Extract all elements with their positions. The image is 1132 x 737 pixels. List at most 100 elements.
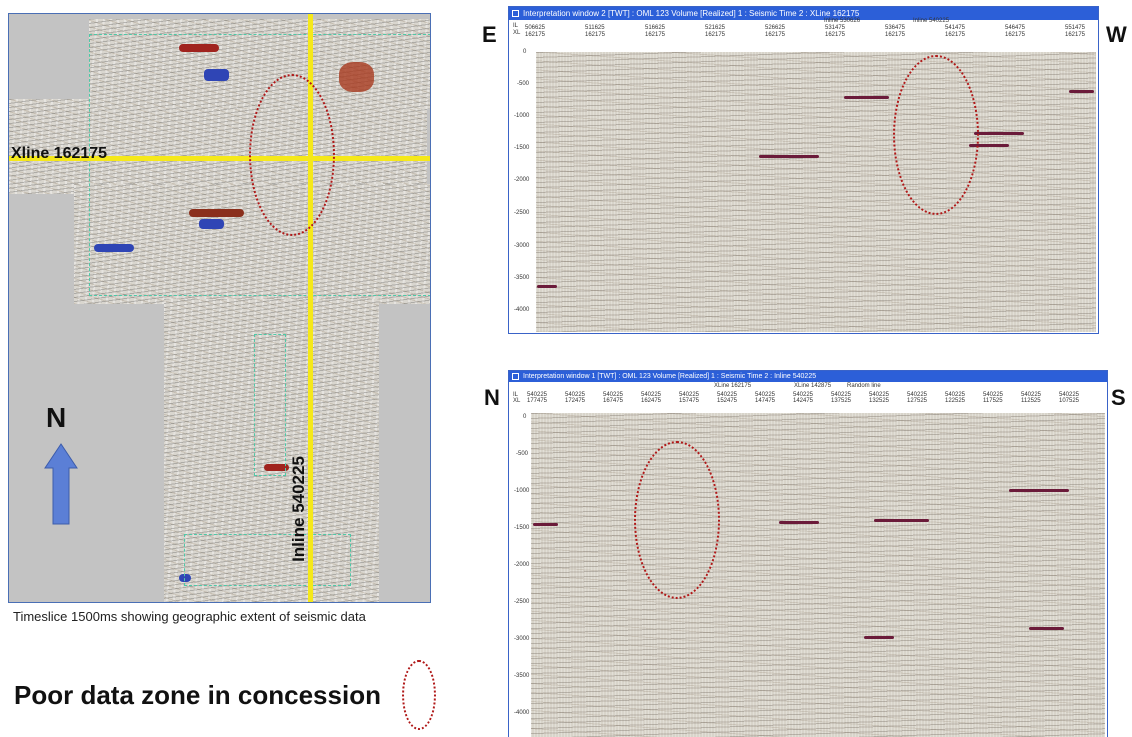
trace-xl: 162475	[641, 398, 662, 404]
trace-il: 540225	[565, 392, 586, 398]
trace-xl: 117525	[983, 398, 1003, 404]
reflector-highlight	[969, 144, 1009, 147]
window-title: Interpretation window 1 [TWT] : OML 123 …	[523, 373, 817, 380]
trace-header: IL XL Inline 530626 Inline 540225 506625…	[509, 18, 1098, 45]
trace-xl: 157475	[679, 398, 700, 404]
trace-il: 540225	[603, 392, 624, 398]
trace-il: 540225	[717, 392, 738, 398]
time-tick: -4000	[514, 307, 530, 313]
reflector-highlight	[864, 636, 894, 639]
reflector-highlight	[1069, 90, 1094, 93]
random-line-label: Random line	[847, 383, 881, 389]
time-tick: -3500	[514, 275, 530, 281]
trace-xl: 162175	[765, 32, 786, 38]
north-arrow-icon	[44, 443, 78, 525]
concession-outline	[89, 34, 430, 296]
trace-xl: 162175	[585, 32, 606, 38]
trace-xl: 162175	[645, 32, 666, 38]
window-title-bar[interactable]: Interpretation window 1 [TWT] : OML 123 …	[509, 371, 1107, 382]
time-tick: -1000	[514, 488, 530, 494]
trace-xl: 112525	[1021, 398, 1041, 404]
header-row-label: XL	[513, 398, 521, 404]
time-tick: -3000	[514, 243, 530, 249]
poor-data-zone-ellipse	[893, 55, 979, 215]
concession-outline	[254, 334, 286, 476]
xline-label: Xline 162175	[11, 145, 108, 162]
trace-xl: 162175	[705, 32, 726, 38]
trace-il: 521625	[705, 25, 726, 31]
poor-zone-legend-symbol	[402, 660, 436, 730]
trace-il: 540225	[793, 392, 814, 398]
window-title-bar[interactable]: Interpretation window 2 [TWT] : OML 123 …	[509, 7, 1098, 20]
trace-il: 551475	[1065, 25, 1086, 31]
time-tick: -1000	[514, 113, 530, 119]
trace-il: 540225	[679, 392, 700, 398]
amplitude-patch	[179, 44, 219, 52]
survey-block-mid	[74, 184, 430, 304]
trace-xl: 162175	[825, 32, 846, 38]
trace-xl: 132525	[869, 398, 890, 404]
reflector-highlight	[844, 96, 889, 99]
window-title: Interpretation window 2 [TWT] : OML 123 …	[523, 9, 860, 18]
trace-il: 546475	[1005, 25, 1026, 31]
inline-label: Inline 540225	[289, 456, 308, 562]
trace-il: 540225	[1059, 392, 1080, 398]
time-tick: -2000	[514, 177, 530, 183]
trace-xl: 137525	[831, 398, 852, 404]
trace-il: 511625	[585, 25, 605, 31]
trace-il: 540225	[907, 392, 928, 398]
inline-marker-label: Inline 540225	[913, 18, 950, 24]
time-tick: -3500	[514, 673, 530, 679]
header-row-label: IL	[513, 23, 519, 29]
trace-xl: 172475	[565, 398, 586, 404]
time-tick: -2000	[514, 562, 530, 568]
interpretation-window-2[interactable]: Interpretation window 2 [TWT] : OML 123 …	[508, 6, 1099, 334]
trace-il: 516625	[645, 25, 666, 31]
trace-il: 540225	[1021, 392, 1042, 398]
trace-xl: 162175	[885, 32, 906, 38]
amplitude-patch	[264, 464, 289, 471]
reflector-highlight	[537, 285, 557, 288]
east-label: E	[482, 22, 497, 47]
trace-il: 540225	[983, 392, 1004, 398]
xline-marker-label: XLine 142875	[794, 383, 832, 389]
amplitude-patch	[94, 244, 134, 252]
poor-data-zone-ellipse	[634, 441, 720, 599]
time-tick: -500	[516, 451, 529, 457]
amplitude-patch	[204, 69, 229, 81]
trace-xl: 162175	[1005, 32, 1026, 38]
amplitude-patch	[179, 574, 191, 582]
trace-il: 540225	[641, 392, 662, 398]
window-icon	[512, 373, 519, 380]
trace-il: 506625	[525, 25, 546, 31]
north-label: N	[46, 402, 67, 433]
trace-header: IL XL XLine 162175 XLine 142875 Random l…	[509, 382, 1107, 410]
seismic-section-xline[interactable]	[536, 52, 1096, 332]
reflector-highlight	[874, 519, 929, 522]
time-tick: -2500	[514, 599, 530, 605]
window-icon	[512, 10, 519, 17]
time-tick: 0	[523, 414, 527, 420]
amplitude-patch	[189, 209, 244, 217]
seismic-section-inline[interactable]	[531, 413, 1105, 737]
trace-il: 541475	[945, 25, 966, 31]
survey-block-top	[9, 99, 427, 194]
time-tick: -1500	[514, 525, 530, 531]
reflector-highlight	[1009, 489, 1069, 492]
north-dir-label: N	[484, 385, 500, 410]
trace-xl: 107525	[1059, 398, 1080, 404]
south-dir-label: S	[1111, 385, 1126, 410]
reflector-highlight	[779, 521, 819, 524]
trace-il: 540225	[831, 392, 852, 398]
header-row-label: IL	[513, 392, 519, 398]
time-tick: -3000	[514, 636, 530, 642]
reflector-highlight	[533, 523, 558, 526]
trace-il: 531475	[825, 25, 846, 31]
poor-zone-legend-label: Poor data zone in concession	[14, 680, 381, 710]
trace-xl: 177475	[527, 398, 548, 404]
amplitude-patch	[339, 62, 374, 92]
reflector-highlight	[759, 155, 819, 158]
xline-marker-line	[9, 156, 430, 161]
map-caption: Timeslice 1500ms showing geographic exte…	[13, 609, 366, 624]
interpretation-window-1[interactable]: Interpretation window 1 [TWT] : OML 123 …	[508, 370, 1108, 737]
